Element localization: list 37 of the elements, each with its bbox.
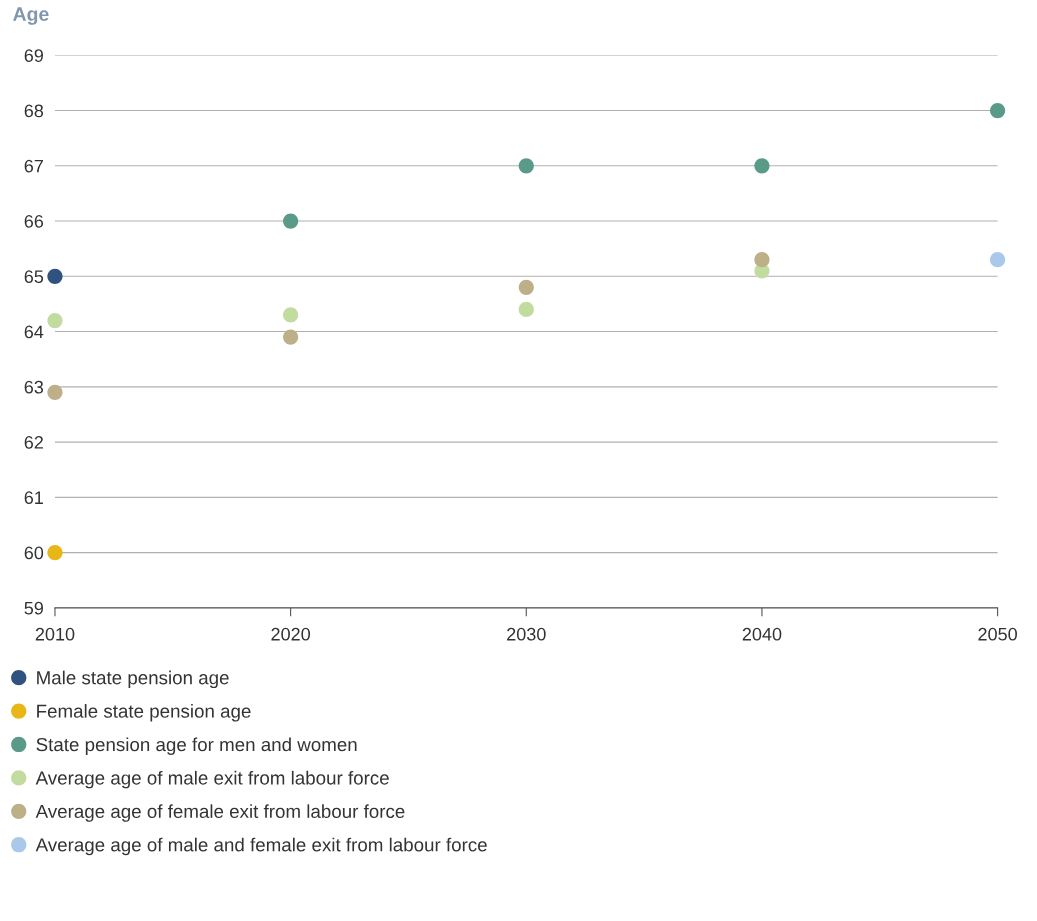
y-tick-label: 60 <box>24 546 44 560</box>
point <box>283 213 299 229</box>
y-tick-label: 59 <box>24 601 43 615</box>
legend-label: State pension age for men and women <box>36 737 357 755</box>
point <box>989 252 1006 268</box>
x-tick-label: 2020 <box>271 627 310 641</box>
y-tick-label: 62 <box>24 436 43 449</box>
y-axis-title: Age <box>13 7 49 25</box>
y-tick-label: 65 <box>24 270 44 284</box>
legend-label: Female state pension age <box>37 704 251 722</box>
y-tick-label: 66 <box>24 214 44 228</box>
point <box>754 158 770 174</box>
x-tick-label: 2040 <box>742 627 782 641</box>
x-tick-label: 2010 <box>35 627 75 641</box>
point <box>754 252 770 268</box>
point <box>518 301 534 318</box>
y-tick-label: 69 <box>24 49 43 62</box>
point <box>989 102 1006 119</box>
point <box>283 307 299 323</box>
point <box>47 544 63 561</box>
legend-label: Average age of female exit from labour force <box>35 804 405 822</box>
x-tick-label: 2050 <box>978 627 1017 641</box>
legend-label: Average age of male exit from labour force <box>35 770 389 789</box>
point <box>518 158 534 174</box>
x-tick-label: 2030 <box>507 627 546 641</box>
point <box>47 268 63 284</box>
point <box>518 279 534 295</box>
y-tick-label: 63 <box>24 380 44 394</box>
y-tick-label: 68 <box>24 104 44 118</box>
y-tick-label: 64 <box>24 325 44 339</box>
point <box>47 384 63 400</box>
point <box>283 329 299 345</box>
y-tick-label: 67 <box>24 159 43 173</box>
point <box>47 312 63 329</box>
legend-label: Average age of male and female exit from labour force <box>35 837 487 856</box>
y-tick-label: 61 <box>24 491 43 505</box>
legend-label: Male state pension age <box>37 670 229 689</box>
